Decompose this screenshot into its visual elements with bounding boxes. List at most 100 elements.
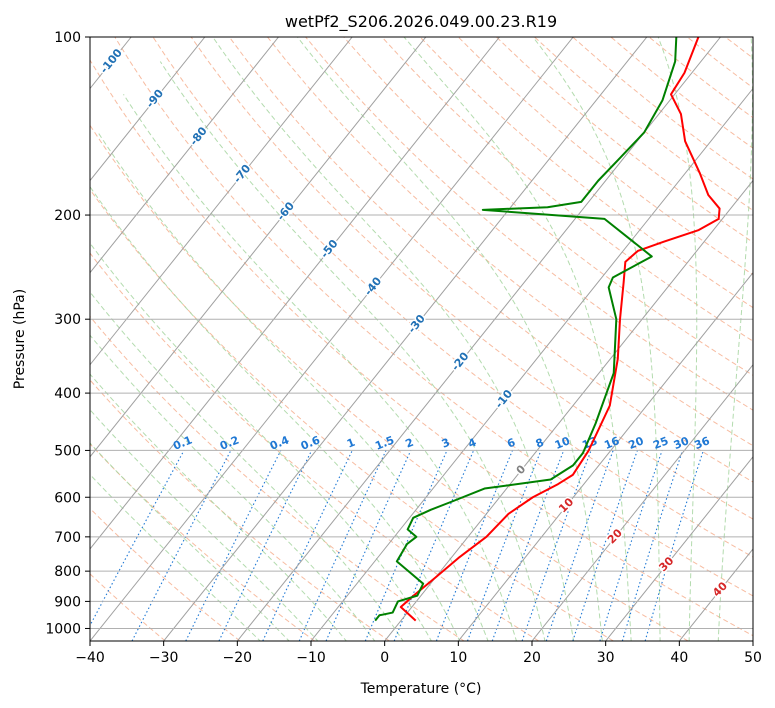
- mixing-ratio-line: [521, 450, 592, 641]
- dry-adiabat: [457, 37, 753, 276]
- isotherm-line: [163, 37, 648, 641]
- y-tick-label: 300: [54, 312, 81, 328]
- dry-adiabat: [648, 37, 753, 119]
- isotherm-label: -60: [274, 199, 297, 223]
- y-tick-label: 700: [54, 530, 81, 546]
- theta-e-label: 20: [605, 526, 625, 546]
- y-tick-label: 1000: [45, 621, 81, 637]
- mixing-ratio-label: 0.6: [299, 433, 322, 452]
- dry-adiabat: [381, 37, 753, 342]
- x-axis: −40 −30 −20 −10 0 10 20 30 40 50: [75, 641, 762, 666]
- x-tick-label: 20: [523, 650, 541, 666]
- isotherm-label: -100: [97, 46, 125, 76]
- moist-adiabat: [90, 473, 261, 641]
- mixing-ratio-label: 4: [466, 436, 478, 451]
- y-tick-label: 100: [54, 30, 81, 46]
- dry-adiabat: [90, 379, 390, 641]
- moist-adiabat: [532, 37, 661, 641]
- dry-adiabat: [90, 188, 614, 641]
- temperature-line: [399, 37, 721, 622]
- mixing-ratio-line: [491, 450, 565, 641]
- dry-adiabat: [419, 37, 753, 309]
- mixing-ratio-line: [599, 450, 663, 641]
- mixing-ratio-label: 6: [505, 436, 517, 451]
- x-tick-label: −40: [75, 650, 105, 666]
- isotherm-line: [531, 363, 753, 641]
- mixing-ratio-label: 20: [627, 434, 646, 452]
- isotherm-line: [605, 456, 753, 641]
- dry-adiabat: [90, 507, 241, 641]
- mixing-ratio-labels: 0.1 0.2 0.4 0.6 1 1.5 2 3 4 6 8 10 13 16 20 25 30 36: [171, 433, 712, 452]
- mixing-ratio-label: 36: [693, 434, 712, 452]
- isotherm-line: [90, 37, 427, 458]
- theta-e-label: 40: [710, 579, 730, 599]
- y-tick-label: 800: [54, 564, 81, 580]
- dry-adiabat: [114, 37, 753, 597]
- mixing-ratio-line: [90, 450, 185, 627]
- dry-adiabat: [152, 37, 753, 558]
- mixing-ratio-label: 1: [345, 436, 357, 451]
- y-tick-label: 400: [54, 386, 81, 402]
- mixing-ratio-label: 30: [672, 434, 691, 452]
- chart-title: wetPf2_S206.2026.049.00.23.R19: [285, 12, 557, 32]
- isotherm-line: [457, 271, 753, 641]
- isotherm-line: [90, 37, 574, 641]
- dewpoint-line: [374, 37, 678, 622]
- dry-adiabat: [496, 37, 753, 243]
- y-axis-label: Pressure (hPa): [12, 289, 28, 389]
- y-axis: 100 200 300 400 500 600 700 800 900 1000: [45, 30, 90, 637]
- x-axis-label: Temperature (°C): [360, 681, 482, 697]
- moist-adiabat: [97, 132, 489, 641]
- mixing-ratio-label: 3: [440, 436, 452, 451]
- mixing-ratio-line: [572, 450, 638, 641]
- mixing-ratio-label: 2: [404, 436, 416, 451]
- moist-adiabat: [717, 37, 753, 641]
- mixing-ratio-line: [262, 450, 353, 641]
- dry-adiabat: [90, 443, 315, 641]
- mixing-ratio-line: [435, 450, 513, 641]
- x-tick-label: 40: [670, 650, 688, 666]
- moist-adiabat: [90, 334, 376, 641]
- plot-frame: [89, 36, 754, 642]
- isotherm-line: [0, 37, 58, 641]
- x-tick-label: −10: [296, 650, 326, 666]
- y-tick-label: 500: [54, 443, 81, 459]
- mixing-ratio-line: [644, 450, 704, 641]
- dry-adiabat: [90, 252, 540, 641]
- y-tick-label: 600: [54, 490, 81, 506]
- dry-adiabat: [764, 37, 775, 641]
- mixing-ratio-line: [218, 450, 313, 641]
- isotherm-line: [678, 548, 753, 641]
- isotherm-line: [90, 37, 206, 182]
- isotherm-line: [90, 37, 279, 274]
- moist-adiabat: [90, 242, 432, 641]
- mixing-ratio-line: [325, 450, 412, 641]
- x-tick-label: 30: [597, 650, 615, 666]
- isotherm-line: [384, 179, 753, 641]
- mixing-ratio-label: 16: [602, 434, 621, 452]
- x-tick-label: −30: [149, 650, 179, 666]
- isotherm-line: [752, 640, 753, 641]
- moist-adiabat: [657, 37, 698, 641]
- sounding-series: [374, 37, 721, 622]
- dry-adiabat: [90, 124, 689, 641]
- mixing-ratio-line: [298, 450, 387, 641]
- x-tick-label: 10: [449, 650, 467, 666]
- y-tick-label: 200: [54, 208, 81, 224]
- isotherm-labels: -100-90-80-70-60-50-40-30-20-10: [96, 45, 517, 413]
- dry-adiabat: [90, 315, 465, 641]
- dry-adiabat: [90, 59, 753, 637]
- moist-adiabat: [403, 37, 632, 641]
- mixing-ratio-line: [621, 450, 684, 641]
- moist-adiabat: [159, 61, 546, 641]
- mixing-ratio-label: 10: [553, 434, 572, 452]
- mixing-ratio-label: 25: [651, 434, 670, 452]
- isotherm-line: [90, 37, 353, 366]
- dry-adiabat: [343, 37, 753, 376]
- x-tick-label: 50: [744, 650, 762, 666]
- mixing-ratio-line: [545, 450, 614, 641]
- mixing-ratio-label: 8: [534, 436, 546, 451]
- theta-e-label: 10: [556, 495, 576, 515]
- isotherm-line: [310, 87, 753, 641]
